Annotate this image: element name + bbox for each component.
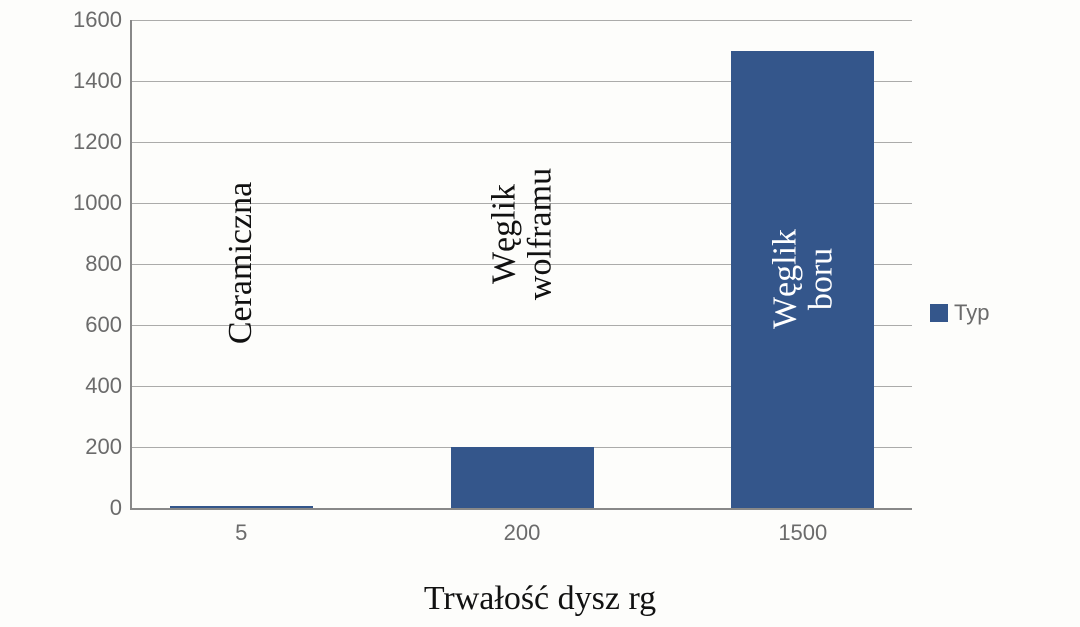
- bar-name-label: Ceramiczna: [223, 182, 259, 344]
- bar-chart: 0 200 400 600 800 1000 1200 1400 1600 5 Ceramiczna…: [0, 0, 1080, 627]
- x-tick-label: 200: [504, 520, 541, 546]
- x-tick-label: 5: [235, 520, 247, 546]
- y-tick-label: 200: [85, 434, 122, 460]
- y-tick-label: 0: [110, 495, 122, 521]
- y-tick-label: 600: [85, 312, 122, 338]
- plot-area: 020040060080010001200140016005Ceramiczna…: [130, 20, 912, 510]
- bar: [170, 506, 313, 508]
- y-tick-label: 1600: [73, 7, 122, 33]
- y-tick-label: 800: [85, 251, 122, 277]
- y-tick-label: 1400: [73, 68, 122, 94]
- legend-label: Typ: [954, 300, 989, 326]
- bar-name-label: Węglikboru: [767, 229, 838, 329]
- y-tick-label: 1200: [73, 129, 122, 155]
- y-tick-label: 400: [85, 373, 122, 399]
- bar: [451, 447, 594, 508]
- x-tick-label: 1500: [778, 520, 827, 546]
- y-tick-label: 1000: [73, 190, 122, 216]
- grid-line: [132, 20, 912, 21]
- legend-swatch: [930, 304, 948, 322]
- x-axis-title: Trwałość dysz rg: [424, 580, 656, 618]
- bar-name-label: Węglikwolframu: [486, 167, 557, 299]
- legend: Typ: [930, 300, 989, 326]
